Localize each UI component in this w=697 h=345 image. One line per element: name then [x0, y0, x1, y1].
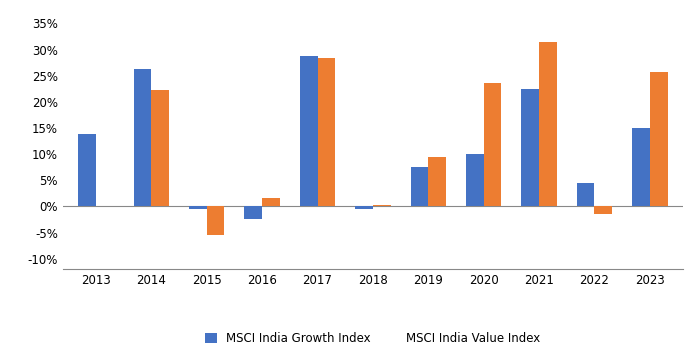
Bar [355, 206, 373, 209]
Bar [466, 154, 484, 206]
Bar [539, 42, 557, 206]
Legend: MSCI India Growth Index, MSCI India Value Index: MSCI India Growth Index, MSCI India Valu… [205, 332, 541, 345]
Bar [134, 69, 151, 206]
Bar [521, 89, 539, 206]
Bar [428, 157, 446, 206]
Bar [245, 206, 262, 219]
Bar [484, 83, 501, 206]
Bar [650, 71, 668, 206]
Bar [151, 90, 169, 206]
Bar [262, 198, 279, 206]
Bar [318, 58, 335, 206]
Bar [189, 206, 207, 209]
Bar [78, 134, 96, 206]
Bar [207, 206, 224, 235]
Bar [632, 128, 650, 206]
Bar [300, 56, 318, 206]
Bar [411, 167, 428, 206]
Bar [576, 183, 595, 206]
Bar [595, 206, 612, 214]
Bar [373, 205, 390, 206]
